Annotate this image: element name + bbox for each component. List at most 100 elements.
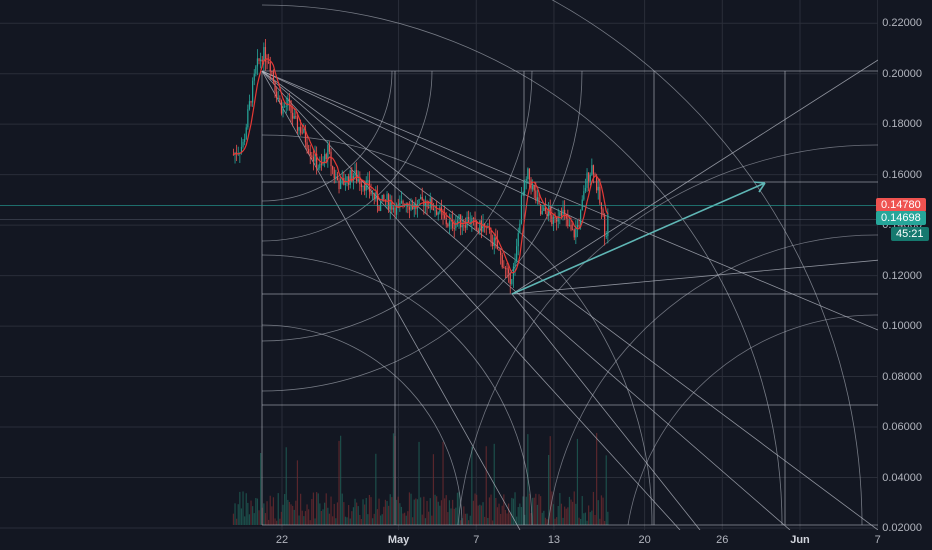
- gann-fan-ray: [261, 70, 601, 231]
- candle-body: [602, 209, 604, 216]
- candle-body: [306, 142, 308, 149]
- volume-bar: [445, 495, 447, 525]
- time-tick-label: 13: [547, 534, 561, 546]
- volume-bar: [360, 518, 363, 525]
- candle-body: [437, 212, 439, 215]
- candle-body: [255, 66, 257, 74]
- price-tick-label: 0.18000: [882, 118, 922, 131]
- candle-body: [399, 202, 401, 205]
- candle-body: [336, 176, 339, 181]
- candle-body: [333, 169, 335, 179]
- volume-bar: [471, 446, 473, 525]
- gann-arc: [551, 0, 863, 526]
- candle-body: [519, 223, 521, 234]
- volume-bar: [520, 507, 523, 525]
- candle-body: [402, 201, 404, 205]
- trend-arrow-line: [511, 182, 766, 295]
- volume-bar: [277, 493, 279, 525]
- volume-bar: [500, 513, 502, 525]
- candles: [232, 39, 609, 294]
- volume-bar: [295, 500, 297, 525]
- candle-body: [364, 185, 366, 191]
- volume-bar: [272, 497, 275, 525]
- volume-bar: [348, 505, 350, 525]
- volume-bar: [540, 496, 542, 525]
- candle-body: [400, 201, 403, 203]
- candle-body: [351, 170, 353, 182]
- volume-bar: [282, 504, 284, 525]
- candle-body: [378, 206, 380, 211]
- time-axis[interactable]: 22 May 7 13 20 26 Jun 7: [0, 530, 881, 550]
- volume-bar: [474, 493, 476, 525]
- candle-body: [392, 207, 395, 210]
- candle-body: [320, 163, 323, 165]
- volume-bar: [543, 510, 545, 525]
- gann-arc: [261, 134, 653, 526]
- volume-bar: [552, 504, 555, 525]
- volume-bar: [431, 515, 433, 525]
- candle-body: [250, 101, 252, 103]
- volume-bar: [255, 498, 257, 525]
- countdown-badge: 45:21: [891, 226, 929, 241]
- candle-body: [327, 144, 329, 160]
- price-axis[interactable]: 0.22000 0.20000 0.18000 0.16000 0.14000 0.120…: [878, 0, 932, 534]
- candle-body: [471, 218, 473, 222]
- candle-body: [340, 178, 342, 190]
- volume-bar: [532, 497, 534, 525]
- candle-body: [508, 269, 510, 274]
- gann-arc: [261, 254, 533, 526]
- candle-body: [300, 127, 302, 133]
- volume-bar: [284, 494, 286, 525]
- volume-bar: [549, 436, 551, 525]
- time-tick-label: 20: [638, 534, 651, 546]
- candle-body: [394, 207, 396, 215]
- volume-bar: [460, 520, 462, 525]
- candle-body: [263, 47, 265, 62]
- volume-bar: [421, 514, 423, 525]
- candle-body: [280, 100, 283, 114]
- gann-fan-ray: [261, 70, 878, 331]
- volume-bar: [303, 516, 305, 525]
- volume-bar: [420, 497, 422, 525]
- candle-body: [546, 211, 548, 217]
- volume-bar: [344, 516, 347, 525]
- volume-bar: [584, 512, 587, 525]
- candle-body: [276, 91, 278, 99]
- volume-bar: [263, 503, 265, 525]
- volume-bar: [346, 517, 348, 525]
- candle-body: [607, 212, 609, 237]
- gann-fan-ray: [511, 293, 701, 530]
- candle-body: [279, 98, 281, 101]
- candle-body: [544, 207, 547, 212]
- candle-body: [359, 179, 361, 184]
- gann-arc: [547, 234, 878, 526]
- candle-body: [287, 98, 289, 106]
- volume-bar: [316, 492, 318, 525]
- volume-bar: [564, 506, 566, 525]
- candle-body: [498, 249, 500, 251]
- volume-bar: [570, 499, 572, 525]
- gann-arc: [457, 144, 878, 526]
- trend-arrow-drawing[interactable]: [511, 181, 766, 295]
- candle-body: [410, 204, 412, 210]
- price-chart-plot[interactable]: [0, 0, 878, 530]
- candle-body: [277, 98, 279, 99]
- volume-bar: [588, 505, 590, 525]
- candle-body: [487, 227, 489, 229]
- gann-arc: [261, 324, 463, 526]
- volume-bar: [384, 499, 387, 525]
- volume-bar: [524, 514, 526, 525]
- volume-bar: [437, 501, 439, 525]
- gann-fan-drawing[interactable]: [261, 0, 878, 530]
- candle-body: [480, 220, 483, 232]
- volume-bar: [304, 511, 307, 525]
- candle-body: [460, 214, 462, 228]
- price-tick-label: 0.22000: [882, 17, 922, 30]
- price-tick-label: 0.20000: [882, 67, 922, 80]
- candle-body: [325, 154, 327, 160]
- candle-body: [525, 179, 527, 182]
- volume-bar: [405, 515, 407, 525]
- volume-bar: [482, 502, 484, 525]
- candle-body: [304, 128, 307, 143]
